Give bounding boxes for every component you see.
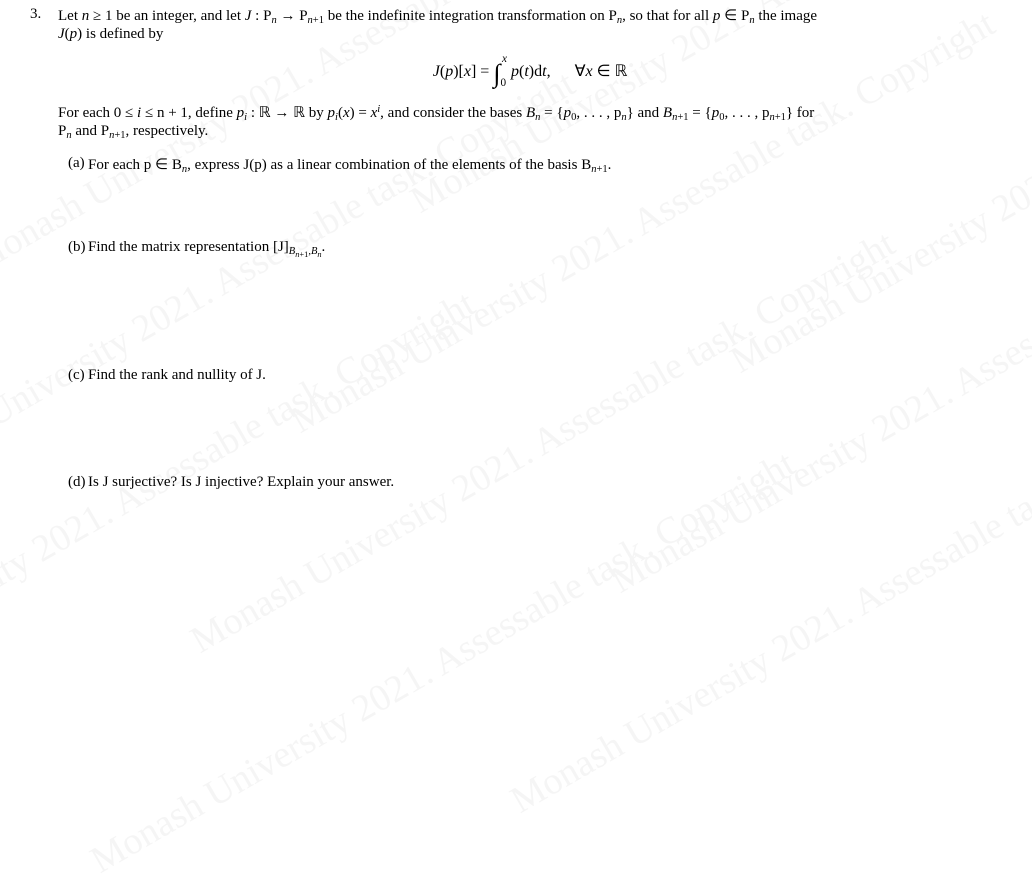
text: , so that for all xyxy=(622,8,713,24)
text: the image xyxy=(755,8,817,24)
text: , . . . , p xyxy=(576,105,621,121)
text: . xyxy=(608,157,612,173)
part-text: For each p ∈ Bn, express J(p) as a linea… xyxy=(88,155,1002,175)
text: be an integer, and let xyxy=(112,8,244,24)
part-text: Find the rank and nullity of J. xyxy=(88,367,1002,384)
text: ≤ n + 1, define xyxy=(141,105,236,121)
text: . xyxy=(322,239,326,255)
part-label: (a) xyxy=(58,155,88,175)
text: } and xyxy=(627,105,663,121)
part-label: (b) xyxy=(58,239,88,259)
question-number: 3. xyxy=(30,6,58,491)
text: is defined by xyxy=(82,26,163,42)
question-content: 3. Let n ≥ 1 be an integer, and let J : … xyxy=(0,0,1032,491)
part-c: (c) Find the rank and nullity of J. xyxy=(58,367,1002,384)
text: } for xyxy=(786,105,814,121)
part-text: Is J surjective? Is J injective? Explain… xyxy=(88,474,1002,491)
part-label: (c) xyxy=(58,367,88,384)
text: For each 0 ≤ xyxy=(58,105,137,121)
text: : xyxy=(247,105,259,121)
text: , express J(p) as a linear combination o… xyxy=(187,157,591,173)
part-b: (b) Find the matrix representation [J]Bn… xyxy=(58,239,1002,259)
text: be the indefinite integration transforma… xyxy=(324,8,617,24)
text: by xyxy=(305,105,328,121)
text: → P xyxy=(277,8,308,24)
equation-display: J(p)[x] = ∫0x p(t)dt, ∀x ∈ ℝ xyxy=(58,53,1002,89)
part-d: (d) Is J surjective? Is J injective? Exp… xyxy=(58,474,1002,491)
text: Let xyxy=(58,8,82,24)
text: , . . . , p xyxy=(724,105,769,121)
question-intro: Let n ≥ 1 be an integer, and let J : Pn … xyxy=(58,6,1002,43)
text: → xyxy=(271,105,294,121)
text: , and consider the bases xyxy=(380,105,526,121)
watermark-text: Monash University 2021. Assessable task.… xyxy=(83,442,802,882)
part-a: (a) For each p ∈ Bn, express J(p) as a l… xyxy=(58,155,1002,175)
text: and P xyxy=(72,123,110,139)
part-text: Find the matrix representation [J]Bn+1,B… xyxy=(88,239,1002,259)
text: For each p ∈ B xyxy=(88,157,182,173)
text: , respectively. xyxy=(126,123,209,139)
question-para2: For each 0 ≤ i ≤ n + 1, define pi : ℝ → … xyxy=(58,103,1002,141)
text: Find the matrix representation [J] xyxy=(88,239,289,255)
part-label: (d) xyxy=(58,474,88,491)
